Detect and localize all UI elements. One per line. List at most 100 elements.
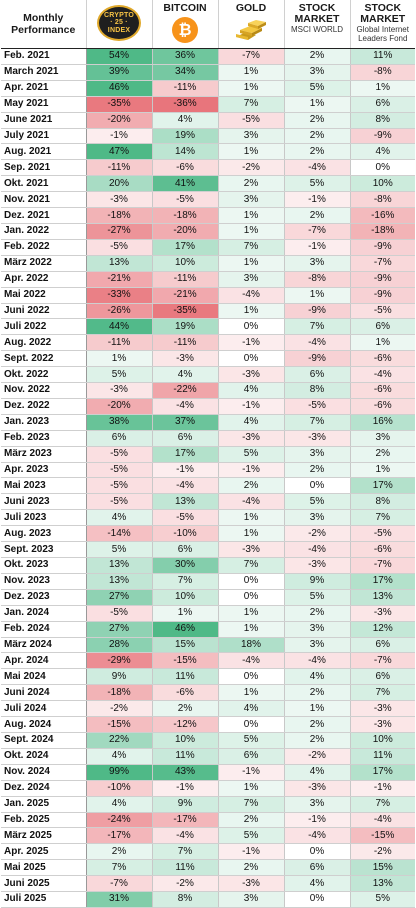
value-cell-msci-world: 0%: [284, 843, 351, 861]
column-header-bitcoin: BITCOIN ₿: [152, 0, 219, 49]
value-cell-bitcoin: 11%: [152, 748, 219, 765]
value-cell-global-internet: 17%: [350, 477, 415, 495]
value-cell-bitcoin: 10%: [152, 732, 219, 749]
value-cell-crypto25: 46%: [86, 80, 153, 97]
value-cell-gold: -3%: [218, 366, 285, 384]
value-cell-msci-world: -1%: [284, 191, 351, 209]
value-cell-msci-world: -1%: [284, 812, 351, 829]
value-cell-bitcoin: 9%: [152, 796, 219, 813]
value-cell-crypto25: -29%: [86, 652, 153, 670]
value-cell-bitcoin: 2%: [152, 700, 219, 718]
value-cell-msci-world: 2%: [284, 462, 351, 479]
table-row: Jan. 2023 38% 37% 4% 7% 16%: [1, 414, 415, 431]
value-cell-bitcoin: 43%: [152, 764, 219, 781]
value-cell-gold: -3%: [218, 875, 285, 893]
value-cell-bitcoin: -5%: [152, 509, 219, 527]
value-cell-msci-world: 9%: [284, 573, 351, 590]
value-cell-global-internet: 13%: [350, 875, 415, 893]
value-cell-bitcoin: 7%: [152, 573, 219, 590]
value-cell-global-internet: 3%: [350, 430, 415, 447]
value-cell-gold: -2%: [218, 159, 285, 177]
value-cell-bitcoin: -5%: [152, 191, 219, 209]
value-cell-gold: 7%: [218, 96, 285, 113]
table-row: Mai 2022 -33% -21% -4% 1% -9%: [1, 287, 415, 304]
value-cell-msci-world: 3%: [284, 621, 351, 638]
value-cell-crypto25: -3%: [86, 382, 153, 399]
value-cell-gold: 0%: [218, 573, 285, 590]
value-cell-bitcoin: 7%: [152, 843, 219, 861]
table-row: Aug. 2024 -15% -12% 0% 2% -3%: [1, 716, 415, 733]
value-cell-bitcoin: -22%: [152, 382, 219, 399]
month-label: Apr. 2023: [1, 462, 87, 479]
value-cell-bitcoin: -6%: [152, 684, 219, 702]
value-cell-global-internet: -6%: [350, 350, 415, 368]
table-row: Juli 2022 44% 19% 0% 7% 6%: [1, 318, 415, 336]
table-row: Jan. 2024 -5% 1% 1% 2% -3%: [1, 605, 415, 622]
value-cell-bitcoin: 14%: [152, 143, 219, 161]
value-cell-global-internet: 6%: [350, 96, 415, 113]
value-cell-bitcoin: 13%: [152, 493, 219, 511]
value-cell-bitcoin: -36%: [152, 96, 219, 113]
table-row: July 2021 -1% 19% 3% 2% -9%: [1, 128, 415, 145]
value-cell-global-internet: -16%: [350, 207, 415, 224]
month-label: Okt. 2024: [1, 748, 87, 765]
value-cell-bitcoin: 11%: [152, 668, 219, 686]
table-row: Mai 2023 -5% -4% 2% 0% 17%: [1, 477, 415, 495]
month-label: Apr. 2025: [1, 843, 87, 861]
table-row: Jan. 2022 -27% -20% 1% -7% -18%: [1, 223, 415, 240]
value-cell-bitcoin: 1%: [152, 605, 219, 622]
value-cell-crypto25: 22%: [86, 732, 153, 749]
table-row: Dez. 2022 -20% -4% -1% -5% -6%: [1, 398, 415, 415]
month-label: Dez. 2022: [1, 398, 87, 415]
column-header-crypto25: CRYPTO · 25 · INDEX: [86, 0, 153, 49]
value-cell-msci-world: 5%: [284, 175, 351, 193]
value-cell-global-internet: 13%: [350, 589, 415, 606]
month-label: Dez. 2024: [1, 780, 87, 797]
value-cell-global-internet: 10%: [350, 732, 415, 749]
value-cell-gold: -4%: [218, 287, 285, 304]
value-cell-global-internet: 1%: [350, 334, 415, 352]
value-cell-gold: 5%: [218, 827, 285, 845]
value-cell-gold: 0%: [218, 589, 285, 606]
value-cell-crypto25: -5%: [86, 462, 153, 479]
value-cell-bitcoin: 37%: [152, 414, 219, 431]
value-cell-gold: 4%: [218, 382, 285, 399]
month-label: Mai 2023: [1, 477, 87, 495]
value-cell-crypto25: -26%: [86, 303, 153, 320]
value-cell-gold: 7%: [218, 239, 285, 256]
value-cell-crypto25: -14%: [86, 525, 153, 543]
value-cell-crypto25: 5%: [86, 541, 153, 558]
value-cell-gold: -4%: [218, 493, 285, 511]
value-cell-bitcoin: -1%: [152, 462, 219, 479]
value-cell-msci-world: 3%: [284, 255, 351, 272]
value-cell-msci-world: 2%: [284, 605, 351, 622]
value-cell-global-internet: 17%: [350, 573, 415, 590]
month-label: Juni 2024: [1, 684, 87, 702]
value-cell-global-internet: 5%: [350, 891, 415, 908]
value-cell-global-internet: 15%: [350, 859, 415, 877]
month-label: Dez. 2021: [1, 207, 87, 224]
value-cell-bitcoin: 15%: [152, 637, 219, 654]
value-cell-bitcoin: -21%: [152, 287, 219, 304]
table-row: Mai 2024 9% 11% 0% 4% 6%: [1, 668, 415, 686]
value-cell-gold: -1%: [218, 398, 285, 415]
table-row: Nov. 2023 13% 7% 0% 9% 17%: [1, 573, 415, 590]
value-cell-gold: 7%: [218, 796, 285, 813]
value-cell-global-internet: -9%: [350, 128, 415, 145]
value-cell-crypto25: -5%: [86, 446, 153, 463]
value-cell-msci-world: -4%: [284, 652, 351, 670]
table-row: Apr. 2022 -21% -11% 3% -8% -9%: [1, 271, 415, 288]
value-cell-gold: -3%: [218, 541, 285, 558]
value-cell-global-internet: -3%: [350, 700, 415, 718]
table-row: Okt. 2022 5% 4% -3% 6% -4%: [1, 366, 415, 384]
value-cell-gold: 1%: [218, 303, 285, 320]
month-label: Jan. 2025: [1, 796, 87, 813]
column-title: STOCK MARKET: [294, 2, 340, 25]
month-label: Sept. 2022: [1, 350, 87, 368]
table-row: Juli 2024 -2% 2% 4% 1% -3%: [1, 700, 415, 718]
value-cell-crypto25: 4%: [86, 748, 153, 765]
value-cell-global-internet: -3%: [350, 605, 415, 622]
value-cell-global-internet: -7%: [350, 652, 415, 670]
value-cell-gold: 3%: [218, 191, 285, 209]
value-cell-bitcoin: -35%: [152, 303, 219, 320]
